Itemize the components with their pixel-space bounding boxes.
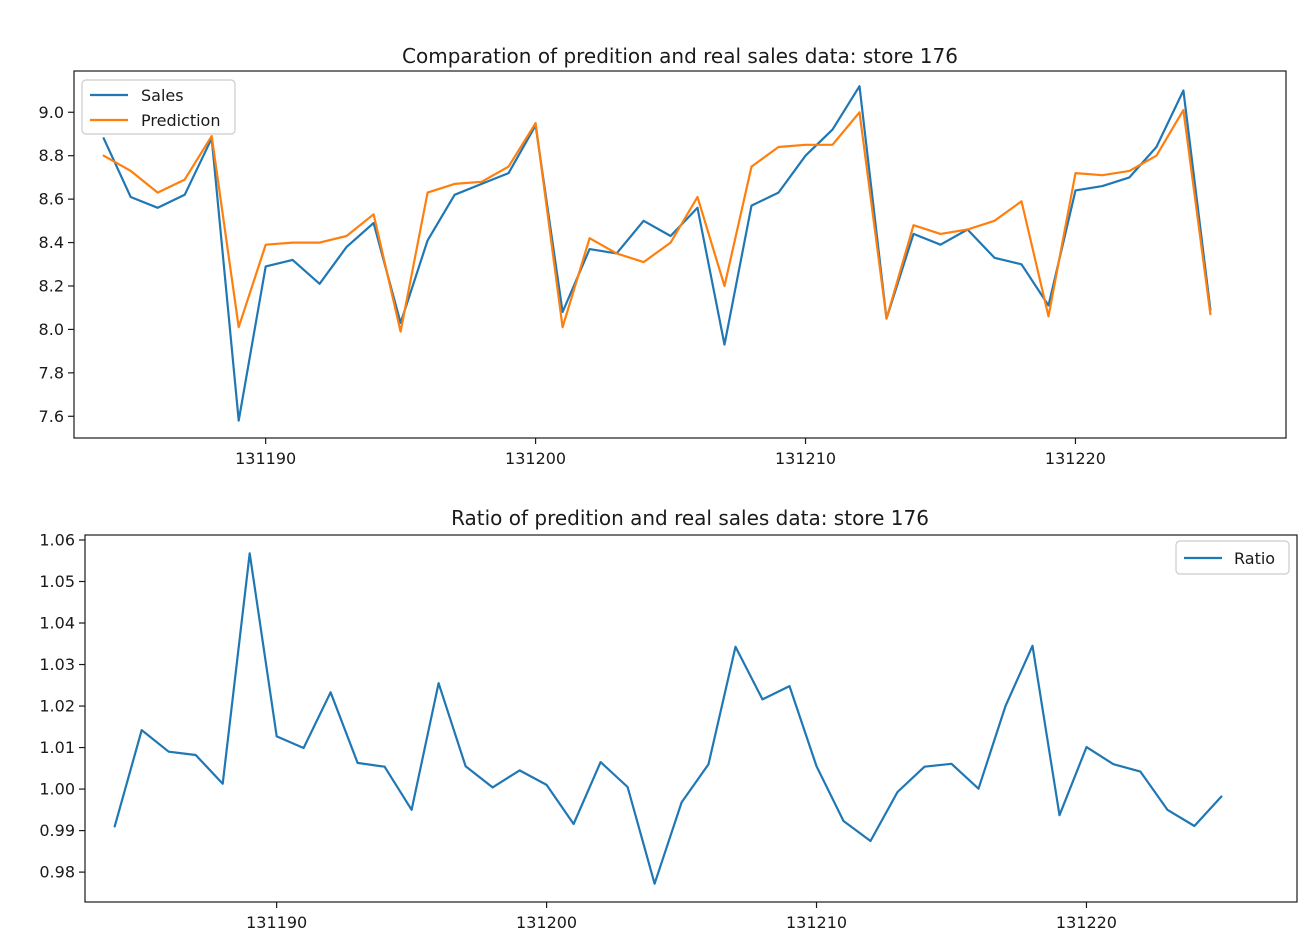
x-tick-label: 131220 [1045, 449, 1106, 468]
y-tick-label: 1.02 [39, 697, 75, 716]
series-layer [113, 552, 1223, 885]
legend-label-ratio: Ratio [1234, 549, 1275, 568]
x-tick-label: 131190 [235, 449, 296, 468]
y-tick-label: 8.0 [39, 320, 64, 339]
legend: Ratio [1175, 540, 1290, 575]
x-tick-label: 131200 [505, 449, 566, 468]
y-tick-label: 1.03 [39, 655, 75, 674]
y-tick-label: 8.4 [39, 233, 64, 252]
x-tick-label: 131190 [246, 913, 307, 932]
y-tick-label: 7.6 [39, 407, 64, 426]
y-tick-label: 8.2 [39, 276, 64, 295]
legend-label-prediction: Prediction [141, 111, 220, 130]
x-tick-label: 131200 [516, 913, 577, 932]
x-tick-label: 131210 [775, 449, 836, 468]
y-tick-label: 0.99 [39, 821, 75, 840]
y-tick-label: 0.98 [39, 863, 75, 882]
legend-label-sales: Sales [141, 86, 184, 105]
series-line-ratio [113, 552, 1223, 885]
x-tick-label: 131220 [1056, 913, 1117, 932]
y-axis: 7.6 7.8 8.0 8.2 8.4 8.6 8.8 9.0 [39, 103, 74, 426]
series-line-prediction [102, 108, 1212, 333]
legend: Sales Prediction [81, 79, 236, 135]
chart-title: Comparation of predition and real sales … [402, 44, 958, 68]
x-tick-label: 131210 [786, 913, 847, 932]
y-tick-label: 8.6 [39, 190, 64, 209]
series-line-sales [102, 85, 1212, 422]
series-layer [102, 85, 1212, 422]
y-tick-label: 1.04 [39, 614, 75, 633]
y-tick-label: 1.05 [39, 572, 75, 591]
y-tick-label: 9.0 [39, 103, 64, 122]
ratio-chart: Ratio of predition and real sales data: … [39, 506, 1298, 932]
chart-title: Ratio of predition and real sales data: … [451, 506, 929, 530]
y-tick-label: 1.01 [39, 738, 75, 757]
sales-comparison-chart: Comparation of predition and real sales … [39, 44, 1287, 468]
y-axis: 0.98 0.99 1.00 1.01 1.02 1.03 1.04 1.05 1.06 [39, 530, 85, 882]
x-axis: 131190 131200 131210 131220 [235, 438, 1106, 468]
y-tick-label: 8.8 [39, 146, 64, 165]
y-tick-label: 1.00 [39, 780, 75, 799]
legend-frame [1175, 540, 1290, 575]
y-tick-label: 1.06 [39, 530, 75, 549]
x-axis: 131190 131200 131210 131220 [246, 902, 1117, 932]
y-tick-label: 7.8 [39, 363, 64, 382]
plot-area [84, 534, 1298, 903]
plot-area [73, 70, 1287, 439]
